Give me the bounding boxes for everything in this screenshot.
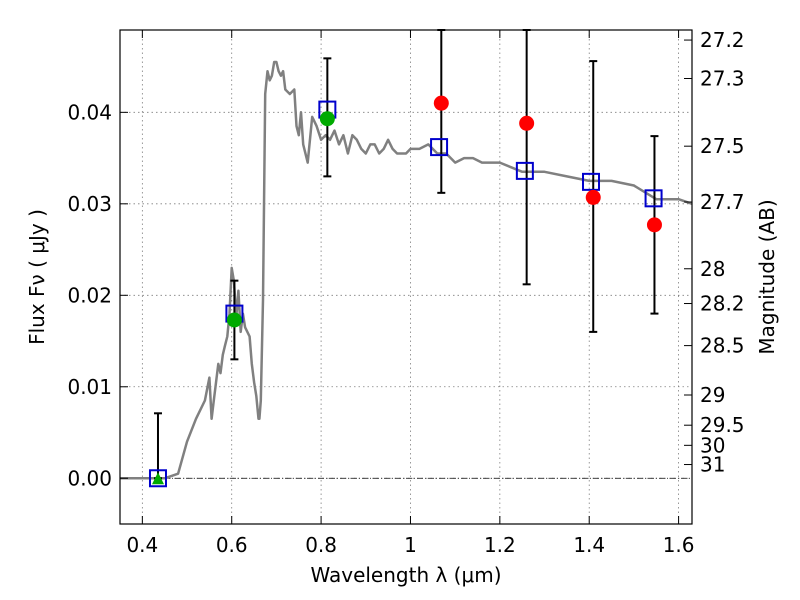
model-point [515, 161, 534, 180]
model-point [644, 189, 663, 208]
x-tick-label: 1.4 [573, 533, 605, 557]
detection-point [319, 111, 335, 127]
mag-tick-label: 28.5 [700, 334, 745, 358]
x-axis-label: Wavelength λ (μm) [310, 563, 501, 587]
mag-tick-label: 27.3 [700, 66, 745, 90]
mag-tick-label: 27.7 [700, 190, 745, 214]
mag-tick-label: 30 [700, 433, 725, 457]
mag-tick-label: 29.5 [700, 413, 745, 437]
axis-layer: 0.4 0.6 0.8 1 1.2 1.4 1.6 0.00 0.01 0.02 0.03 0.04 2… [67, 28, 744, 557]
nir-point [433, 95, 449, 111]
x-tick-label: 0.4 [126, 533, 158, 557]
mag-tick-label: 31 [700, 453, 725, 477]
mag-tick-label: 28.2 [700, 292, 745, 316]
nir-point [585, 189, 601, 205]
mag-tick-label: 28 [700, 257, 725, 281]
x-tick-label: 0.6 [216, 533, 248, 557]
x-tick-label: 1 [404, 533, 417, 557]
y-tick-label: 0.04 [67, 100, 112, 124]
upper-limit-point [151, 472, 164, 485]
mag-tick-label: 29 [700, 383, 725, 407]
nir-point [519, 115, 535, 131]
nir-point [646, 217, 662, 233]
model-point [430, 138, 449, 157]
x-tick-label: 1.6 [663, 533, 695, 557]
detection-point [226, 312, 242, 328]
marker-layer [148, 95, 663, 488]
mag-tick-label: 27.5 [700, 134, 745, 158]
model-point [582, 172, 601, 191]
y-axis-label: Flux Fν ( μJy ) [25, 209, 49, 345]
y2-axis-label: Magnitude (AB) [755, 199, 779, 354]
y-tick-label: 0.01 [67, 375, 112, 399]
plot-area-background [120, 30, 692, 524]
model-point [148, 469, 167, 488]
grid-layer [120, 30, 692, 524]
plot-frame [119, 29, 693, 525]
mag-tick-label: 27.2 [700, 28, 745, 52]
x-tick-label: 0.8 [305, 533, 337, 557]
y-tick-label: 0.00 [67, 466, 112, 490]
x-tick-label: 1.2 [484, 533, 516, 557]
y-tick-label: 0.03 [67, 192, 112, 216]
y-tick-label: 0.02 [67, 283, 112, 307]
model-sed-curve [120, 60, 693, 480]
